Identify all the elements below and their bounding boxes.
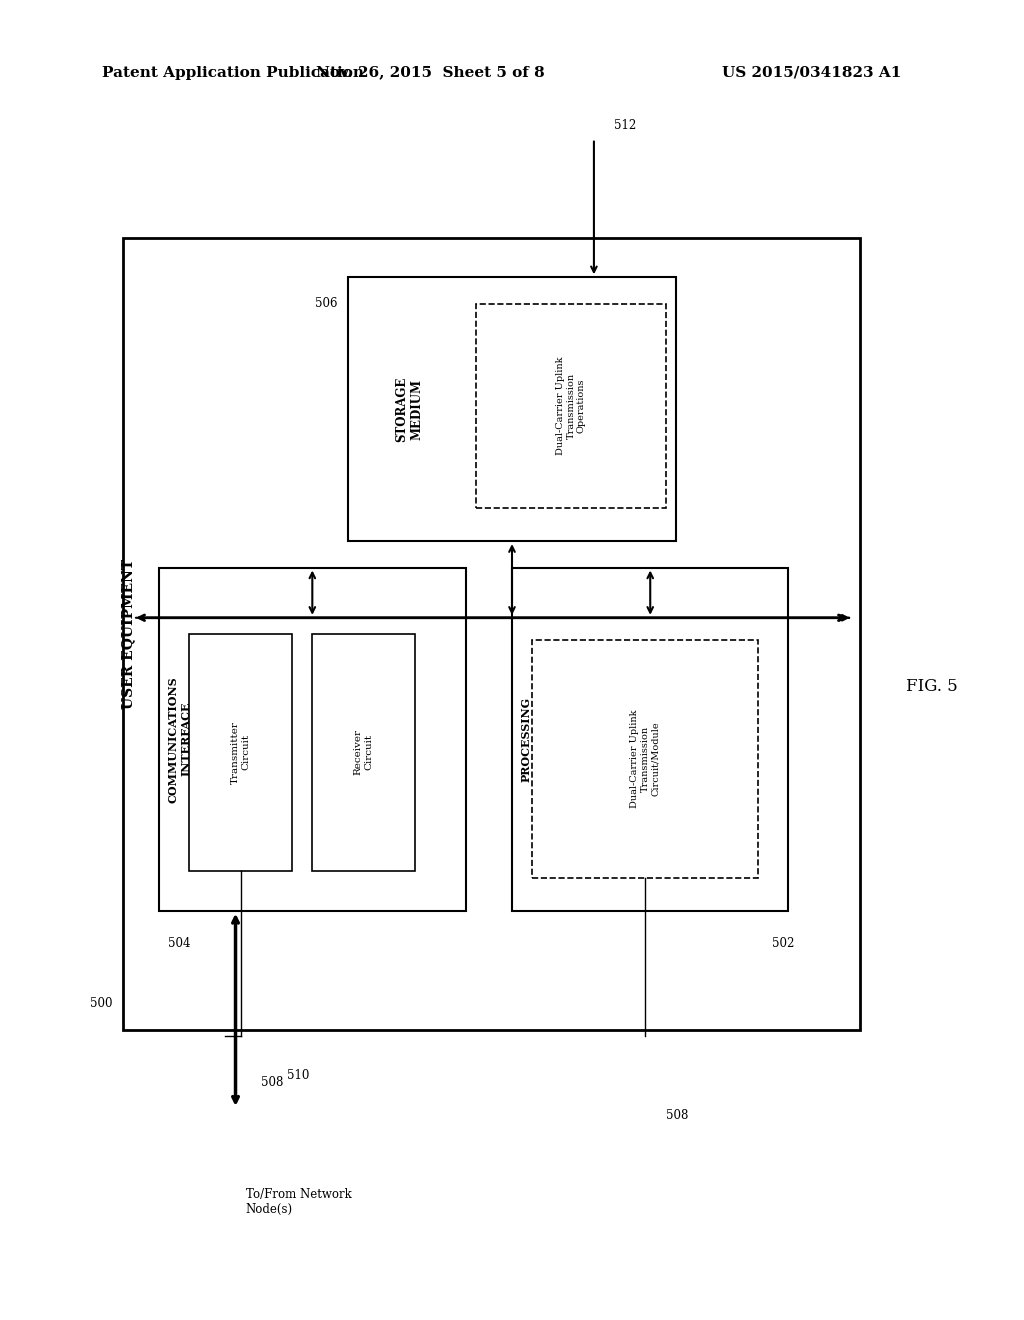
FancyBboxPatch shape: [123, 238, 860, 1030]
FancyBboxPatch shape: [512, 568, 788, 911]
FancyBboxPatch shape: [312, 634, 415, 871]
Text: COMMUNICATIONS
INTERFACE: COMMUNICATIONS INTERFACE: [167, 676, 191, 803]
Text: Dual-Carrier Uplink
Transmission
Operations: Dual-Carrier Uplink Transmission Operati…: [556, 356, 586, 455]
Text: Transmitter
Circuit: Transmitter Circuit: [231, 721, 250, 784]
Text: Patent Application Publication: Patent Application Publication: [102, 66, 365, 79]
Text: Dual-Carrier Uplink
Transmission
Circuit/Module: Dual-Carrier Uplink Transmission Circuit…: [630, 710, 660, 808]
Text: Nov. 26, 2015  Sheet 5 of 8: Nov. 26, 2015 Sheet 5 of 8: [315, 66, 545, 79]
Text: 504: 504: [168, 937, 190, 950]
Text: 500: 500: [90, 997, 113, 1010]
FancyBboxPatch shape: [189, 634, 292, 871]
Text: STORAGE
MEDIUM: STORAGE MEDIUM: [395, 376, 424, 442]
Text: USER EQUIPMENT: USER EQUIPMENT: [121, 558, 135, 709]
FancyBboxPatch shape: [532, 640, 758, 878]
Text: FIG. 5: FIG. 5: [906, 678, 957, 694]
Text: 508: 508: [261, 1076, 284, 1089]
Text: Receiver
Circuit: Receiver Circuit: [354, 730, 373, 775]
Text: PROCESSING
CIRCUIT: PROCESSING CIRCUIT: [520, 697, 545, 781]
FancyBboxPatch shape: [159, 568, 466, 911]
Text: 508: 508: [666, 1109, 688, 1122]
Text: US 2015/0341823 A1: US 2015/0341823 A1: [722, 66, 901, 79]
Text: 510: 510: [287, 1069, 309, 1082]
Text: To/From Network
Node(s): To/From Network Node(s): [246, 1188, 351, 1216]
FancyBboxPatch shape: [348, 277, 676, 541]
Text: 512: 512: [614, 119, 637, 132]
Text: 506: 506: [315, 297, 338, 310]
Text: 502: 502: [772, 937, 795, 950]
FancyBboxPatch shape: [476, 304, 666, 508]
